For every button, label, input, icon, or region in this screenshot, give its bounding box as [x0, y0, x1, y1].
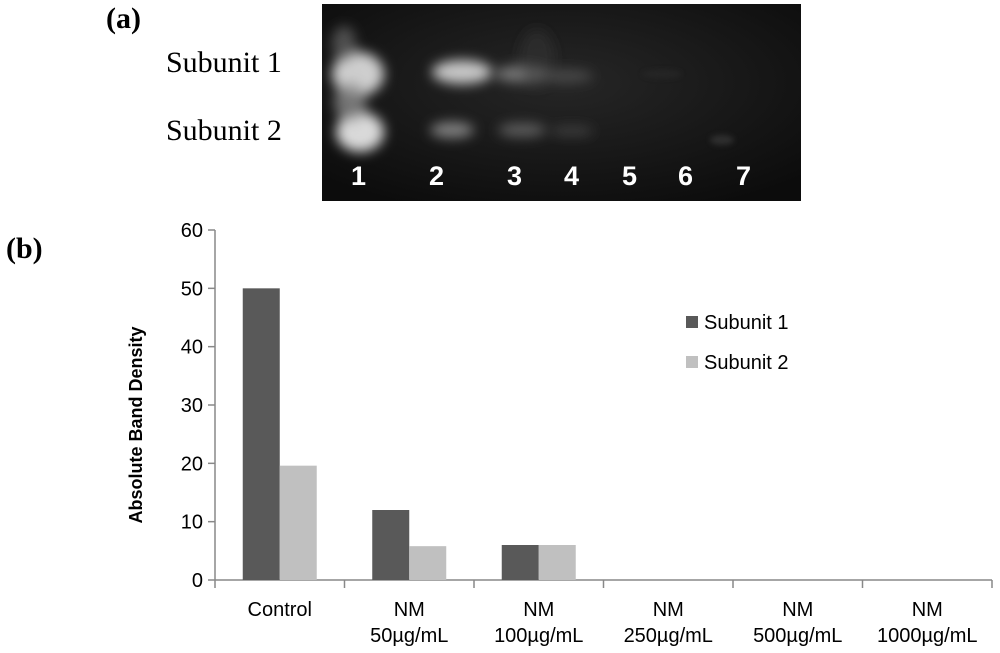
panel-a-label: (a)	[106, 2, 141, 35]
gel-lane-number: 3	[507, 161, 522, 191]
bar-subunit-1	[242, 288, 280, 580]
x-category-label: 50µg/mL	[370, 625, 448, 647]
x-category-label: NM	[523, 599, 554, 621]
gel-row-label-subunit-2: Subunit 2	[166, 114, 282, 147]
y-axis-title: Absolute Band Density	[126, 326, 146, 523]
gel-lane-number: 1	[351, 161, 366, 191]
x-category-label: NM	[394, 599, 425, 621]
y-tick-label: 60	[181, 220, 203, 242]
bar-subunit-1	[501, 545, 539, 580]
legend-label: Subunit 2	[704, 352, 789, 374]
x-category-label: Control	[248, 599, 312, 621]
legend-label: Subunit 1	[704, 312, 789, 334]
gel-row-label-subunit-1: Subunit 1	[166, 46, 282, 79]
gel-lane-numbers: 1 2 3 4 5 6 7	[351, 161, 751, 191]
x-category-label: 250µg/mL	[624, 625, 713, 647]
gel-lane-number: 5	[622, 161, 637, 191]
y-tick-label: 40	[181, 337, 203, 359]
gel-image: 1 2 3 4 5 6 7	[322, 4, 801, 201]
gel-image-graphic: 1 2 3 4 5 6 7	[322, 4, 801, 201]
y-tick-label: 20	[181, 453, 203, 475]
legend-swatch	[686, 356, 698, 368]
legend-swatch	[686, 316, 698, 328]
x-category-label: NM	[912, 599, 943, 621]
bar-subunit-2	[279, 465, 317, 580]
y-tick-label: 30	[181, 395, 203, 417]
gel-lane-number: 4	[564, 161, 579, 191]
bar-subunit-2	[409, 546, 447, 580]
y-tick-label: 10	[181, 512, 203, 534]
panel-b-label: (b)	[6, 232, 43, 265]
y-tick-label: 50	[181, 278, 203, 300]
x-category-label: 1000µg/mL	[877, 625, 977, 647]
bar-subunit-1	[372, 510, 410, 580]
gel-lane-number: 7	[736, 161, 751, 191]
bar-subunit-2	[538, 545, 576, 580]
x-category-label: NM	[653, 599, 684, 621]
x-category-label: NM	[782, 599, 813, 621]
gel-lane-number: 2	[429, 161, 444, 191]
x-category-label: 500µg/mL	[753, 625, 842, 647]
y-tick-label: 0	[192, 570, 203, 592]
x-category-label: 100µg/mL	[494, 625, 583, 647]
gel-lane-number: 6	[678, 161, 693, 191]
